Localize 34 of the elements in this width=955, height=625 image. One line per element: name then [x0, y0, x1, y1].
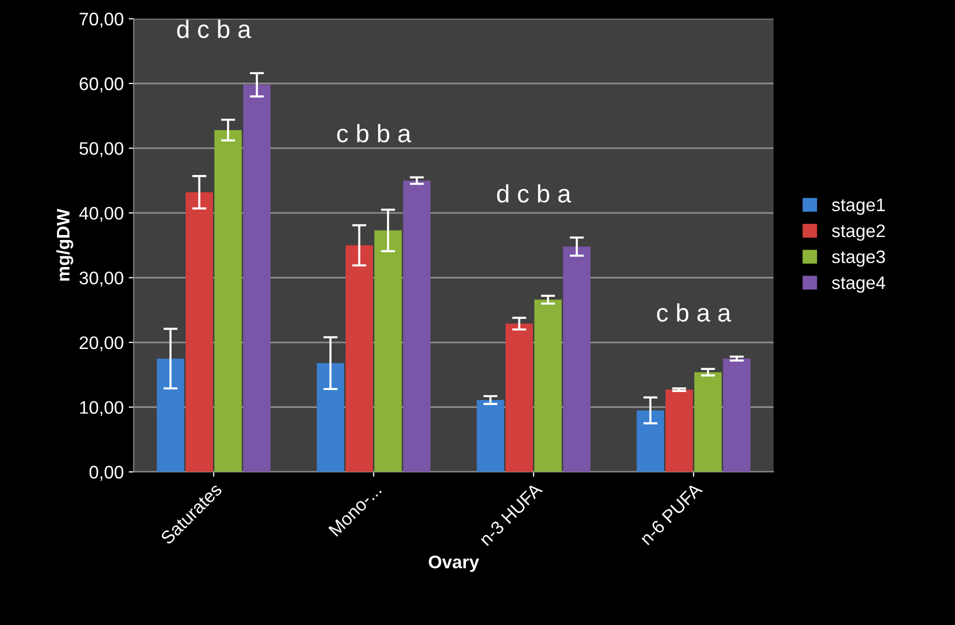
y-tick-label: 50,00	[80, 142, 124, 158]
bar	[665, 390, 693, 472]
bar	[316, 363, 344, 472]
y-tick-label: 60,00	[80, 77, 124, 92]
bar	[723, 358, 750, 472]
legend-label: stage4	[832, 276, 886, 293]
annotation: c b a a	[657, 303, 732, 322]
bar	[346, 245, 373, 472]
bar	[186, 192, 213, 472]
annotation: c b b a	[337, 124, 412, 142]
annotation: d c b a	[177, 20, 252, 38]
x-axis-title: Ovary	[428, 556, 480, 572]
bar	[374, 230, 402, 472]
y-tick-label: 30,00	[79, 272, 124, 287]
bar	[476, 400, 504, 472]
legend-label: stage2	[832, 224, 885, 241]
bar	[156, 358, 184, 472]
bar	[506, 324, 533, 472]
bar	[636, 410, 664, 472]
y-axis-title: mg/gDW	[56, 208, 74, 281]
bar	[214, 130, 242, 472]
bar	[694, 372, 722, 472]
bar	[403, 180, 431, 472]
legend-label: stage3	[832, 250, 885, 267]
y-tick-label: 40,00	[79, 206, 124, 222]
bar	[243, 84, 271, 472]
y-tick-label: 0,00	[90, 466, 124, 481]
legend-label: stage1	[832, 198, 885, 215]
bar	[563, 246, 590, 472]
y-tick-label: 20,00	[80, 336, 124, 352]
y-tick-label: 70,00	[80, 12, 124, 28]
y-tick-label: 10,00	[80, 401, 124, 416]
bar	[534, 300, 562, 472]
annotation: d c b a	[497, 184, 572, 203]
